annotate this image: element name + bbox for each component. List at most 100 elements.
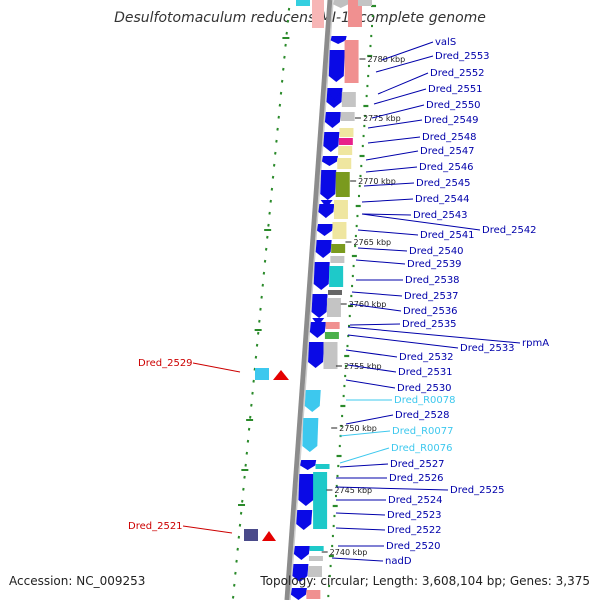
gc-skew-dot xyxy=(254,355,258,359)
gene-label: Dred_2535 xyxy=(402,319,457,330)
gc-skew-dot xyxy=(261,283,265,287)
gene-label: Dred_2543 xyxy=(413,210,468,221)
kbp-tick-label: 2745 kbp xyxy=(334,486,372,495)
cog-category-block xyxy=(328,290,343,295)
gene-leader-line xyxy=(345,414,394,425)
kbp-tick-label: 2740 kbp xyxy=(330,548,368,557)
gene-leader-line xyxy=(339,463,389,468)
gene-leader-line xyxy=(335,486,449,491)
forward-gene-chevron xyxy=(328,92,341,100)
gene-label: Dred_2545 xyxy=(416,178,471,189)
gc-skew-dot xyxy=(270,187,274,191)
forward-gene-arrow xyxy=(296,510,313,530)
gc-skew-dot xyxy=(277,115,280,119)
feature-tracks xyxy=(244,0,372,600)
forward-gene-arrow xyxy=(333,0,350,8)
gene-leader-line xyxy=(339,447,390,464)
gene-leader-line xyxy=(351,291,403,297)
gene-label: Dred_2537 xyxy=(404,291,459,302)
gc-skew-dot xyxy=(282,67,285,71)
forward-gene-arrow xyxy=(298,474,315,506)
gene-label: Dred_2540 xyxy=(409,246,464,257)
gc-skew-dot xyxy=(275,139,278,143)
cog-category-block xyxy=(308,556,323,561)
gene-leader-line xyxy=(345,349,398,358)
gene-label: Dred_2533 xyxy=(460,343,515,354)
cog-category-block xyxy=(338,138,353,145)
gene-leader-line xyxy=(347,326,521,344)
cog-category-block xyxy=(338,146,353,155)
gene-leader-line xyxy=(331,557,384,562)
gc-skew-dot xyxy=(276,127,279,131)
forward-gene-chevron xyxy=(312,318,325,326)
kbp-ticks: 2780 kbp 2775 kbp 2770 kbp 2765 kbp 2760 kbp… xyxy=(321,55,405,557)
gene-leader-line xyxy=(367,136,421,144)
gc-skew-dot xyxy=(233,583,236,587)
gc-skew-dot xyxy=(278,103,282,107)
cog-category-block xyxy=(315,464,330,469)
forward-gene-arrow xyxy=(304,390,321,412)
gc-skew-dot xyxy=(280,79,284,83)
gene-label: Dred_2530 xyxy=(397,383,452,394)
gene-leader-line xyxy=(182,525,233,534)
forward-gene-arrow xyxy=(323,132,340,152)
cog-category-block xyxy=(309,546,324,551)
gene-label: Dred_2551 xyxy=(428,84,483,95)
gc-skew-dot xyxy=(238,523,242,527)
gene-label: valS xyxy=(435,37,456,48)
forward-gene-arrow xyxy=(315,240,332,258)
backbone-shadow xyxy=(289,0,334,600)
gc-skew-dot xyxy=(239,511,243,515)
cog-category-block xyxy=(341,92,356,107)
gc-skew-dot xyxy=(236,547,239,551)
gene-leader-line xyxy=(365,166,418,173)
forward-gene-arrow xyxy=(320,170,337,200)
cog-category-block xyxy=(335,172,350,197)
gc-skew-dot xyxy=(260,295,263,299)
gene-label: Dred_2546 xyxy=(419,162,474,173)
forward-gene-chevron xyxy=(295,548,308,556)
gc-skew-dot xyxy=(235,559,238,563)
forward-gene-arrow xyxy=(321,156,338,166)
forward-gene-arrow xyxy=(311,294,328,318)
gene-leader-line xyxy=(349,303,402,312)
gene-label: Dred_2550 xyxy=(426,100,481,111)
forward-gene-block xyxy=(296,0,310,6)
forward-gene-arrow xyxy=(290,588,307,600)
cog-category-block xyxy=(340,112,355,121)
gc-skew-dot xyxy=(250,403,253,407)
gc-skew-dot xyxy=(243,475,246,479)
reverse-gene-block xyxy=(255,368,269,380)
cog-category-block xyxy=(323,342,338,369)
gc-skew-dot xyxy=(263,259,267,263)
kbp-tick-label: 2780 kbp xyxy=(367,55,405,64)
gene-leader-line xyxy=(357,247,408,252)
cog-category-block xyxy=(339,128,354,137)
gc-skew-dot xyxy=(284,43,287,47)
gene-leader-line xyxy=(347,364,397,373)
gene-label: Dred_2536 xyxy=(403,306,458,317)
gc-skew-dot xyxy=(268,211,271,215)
gene-leader-line xyxy=(381,41,434,61)
gc-skew-dot xyxy=(279,91,283,95)
forward-gene-arrow xyxy=(309,322,326,338)
gene-leader-line xyxy=(335,527,386,531)
gc-skew-dot xyxy=(272,163,276,167)
gene-leader-line xyxy=(365,150,419,161)
gene-leader-line xyxy=(363,182,415,187)
gene-leader-line xyxy=(375,55,434,73)
gc-skew-dot xyxy=(237,535,241,539)
genome-summary-text: Topology: circular; Length: 3,608,104 bp… xyxy=(260,574,590,588)
forward-gene-arrow xyxy=(313,262,330,290)
cog-category-block xyxy=(306,590,321,599)
gene-label: Dred_2526 xyxy=(389,473,444,484)
cog-category-block xyxy=(347,0,362,27)
gene-leader-line xyxy=(373,88,427,105)
kbp-tick-label: 2770 kbp xyxy=(358,177,396,186)
cog-category-block xyxy=(325,322,340,329)
gene-label: Dred_2552 xyxy=(430,68,485,79)
gc-skew-dot xyxy=(259,307,262,311)
gc-skew-dot xyxy=(244,463,247,467)
gene-label: Dred_2521 xyxy=(128,521,183,532)
